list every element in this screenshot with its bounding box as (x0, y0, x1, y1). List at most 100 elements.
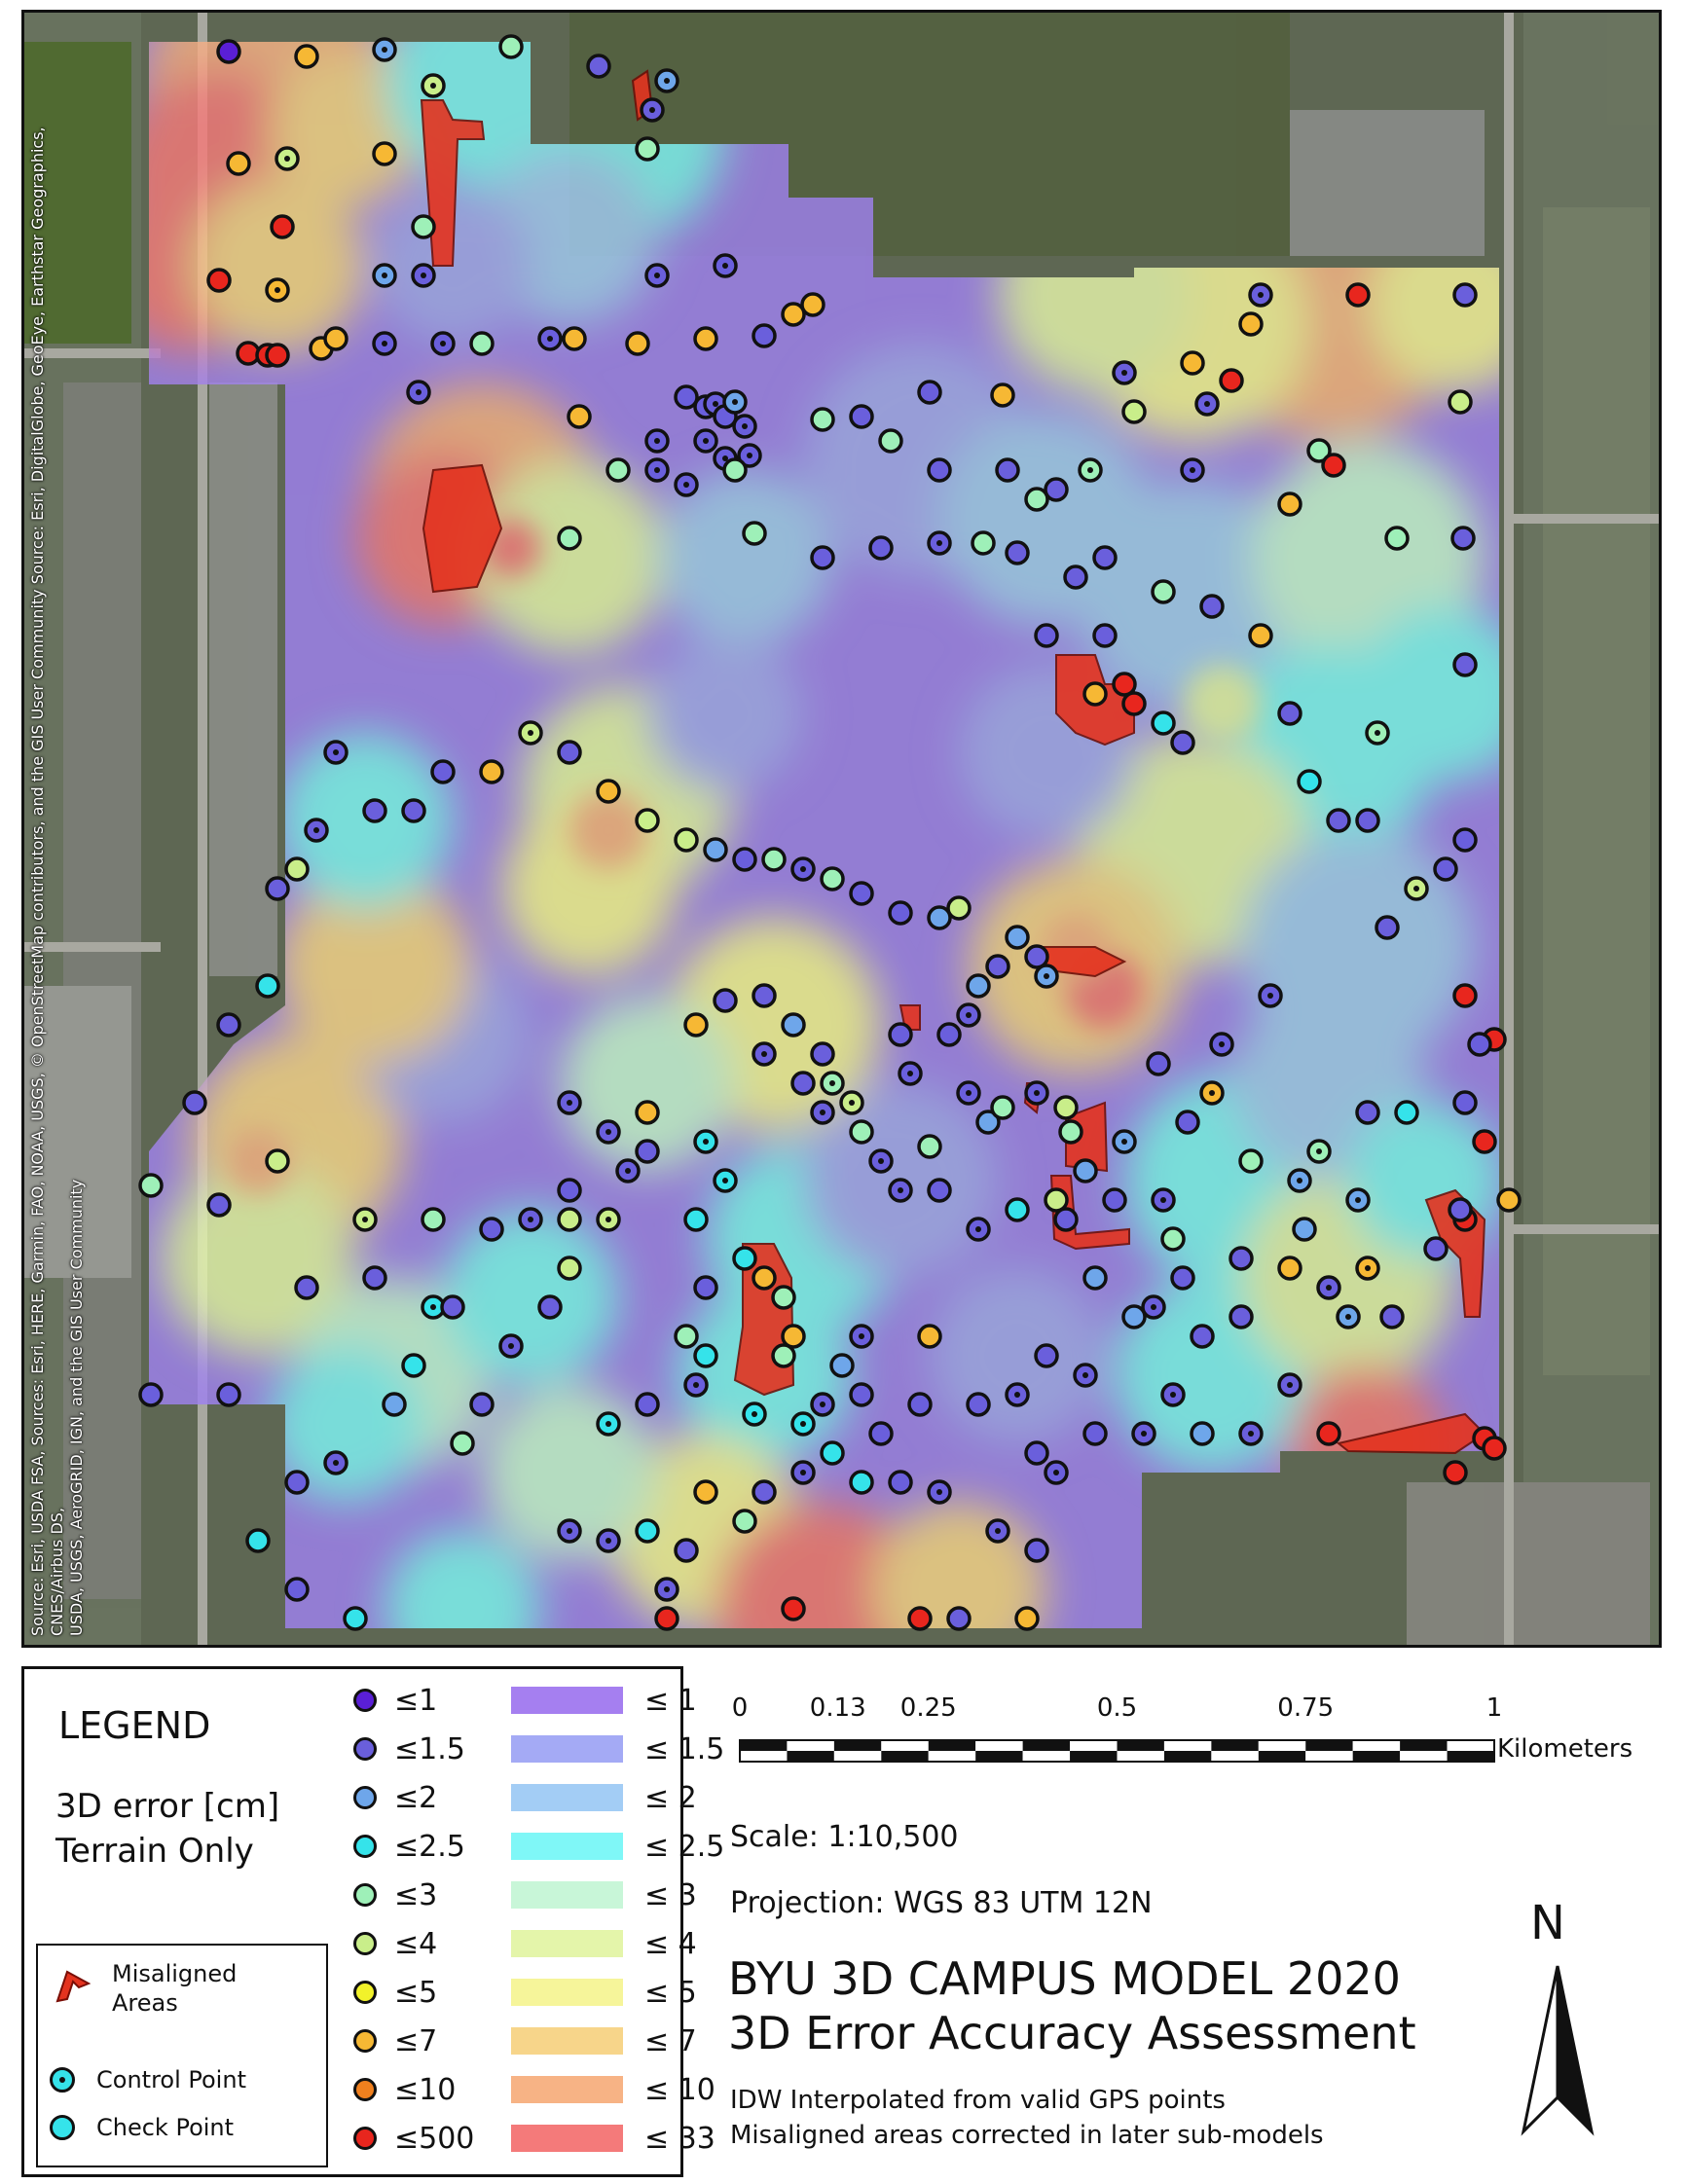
check-point (888, 1470, 913, 1495)
attribution-line: USDA, USGS, AeroGRID, IGN, and the GIS U… (67, 1179, 86, 1636)
check-point (693, 326, 718, 351)
surface-class-swatch (511, 1930, 623, 1957)
error-surface-patch (715, 1502, 930, 1628)
scale-bar-segment (1070, 1740, 1118, 1751)
check-point (781, 1596, 806, 1621)
point-class-swatch (353, 1883, 377, 1907)
check-point (1092, 545, 1118, 570)
check-point (771, 1285, 796, 1310)
point-class-swatch (353, 2078, 377, 2101)
check-point (820, 866, 845, 892)
check-point (1112, 672, 1137, 697)
control-point (654, 68, 679, 93)
scale-bar-segment (1352, 1740, 1401, 1751)
control-point (1287, 1168, 1312, 1193)
check-point (703, 837, 728, 862)
control-point (406, 380, 431, 405)
check-point (917, 380, 942, 405)
check-point (635, 136, 660, 162)
surface-class-label: ≤ 2 (644, 1780, 697, 1815)
error-surface-patch (224, 1127, 292, 1195)
check-point (810, 1041, 835, 1067)
check-point (1443, 1460, 1468, 1485)
check-point (206, 1192, 232, 1218)
misaligned-label-line: Areas (112, 1989, 178, 2017)
check-point (966, 1392, 991, 1417)
scale-bar-segment (1022, 1751, 1071, 1762)
point-class-swatch (353, 1689, 377, 1712)
check-point (1384, 526, 1410, 551)
control-point (275, 146, 300, 171)
control-point (1112, 360, 1137, 385)
scale-bar-tick-label: 0 (731, 1693, 749, 1723)
control-point (644, 457, 670, 483)
check-point (810, 407, 835, 432)
check-point (138, 1173, 164, 1198)
control-point (810, 1392, 835, 1417)
error-surface-patch (472, 460, 667, 655)
control-point (820, 1071, 845, 1096)
scale-bar-tick-label: 0.13 (809, 1693, 866, 1723)
check-point (1160, 1226, 1186, 1252)
surface-class-item: ≤ 4 (511, 1924, 697, 1963)
control-point (1199, 1080, 1225, 1106)
scale-bar-segment (787, 1751, 834, 1762)
check-point (1452, 282, 1478, 308)
check-point (917, 1324, 942, 1349)
check-point (683, 1207, 709, 1232)
check-point (732, 847, 757, 872)
control-point (537, 326, 563, 351)
legend-panel: LEGEND 3D error [cm] Terrain Only ≤1 ≤1.5… (21, 1666, 724, 2177)
check-point (1005, 540, 1030, 565)
check-point (1238, 311, 1264, 337)
scale-bar-segment (1305, 1740, 1353, 1751)
check-point (1170, 1265, 1195, 1291)
check-point (537, 1294, 563, 1320)
control-point (1024, 1080, 1049, 1106)
surface-class-label: ≤ 33 (644, 2121, 715, 2156)
surface-class-item: ≤ 1 (511, 1681, 697, 1720)
check-point (372, 141, 397, 166)
map-panel[interactable]: Source: Esri, USDA FSA, Sources: Esri, H… (21, 10, 1662, 1648)
control-point (810, 1100, 835, 1125)
control-point (1112, 1129, 1137, 1154)
control-point (411, 263, 436, 288)
check-point (255, 973, 280, 999)
surface-class-swatch (511, 1833, 623, 1860)
check-point (1297, 769, 1322, 794)
misaligned-areas (420, 69, 1486, 1455)
control-point (1404, 876, 1429, 901)
control-point (732, 414, 757, 439)
surface-class-item: ≤ 7 (511, 2021, 697, 2060)
surface-class-item: ≤ 33 (511, 2119, 715, 2158)
check-point (888, 900, 913, 926)
check-point (323, 326, 348, 351)
error-map[interactable] (24, 13, 1662, 1648)
scale-bar-segment (1400, 1740, 1448, 1751)
map-attribution: Source: Esri, USDA FSA, Sources: Esri, H… (28, 40, 87, 1636)
check-point (1063, 564, 1088, 590)
check-point-label: Check Point (96, 2114, 235, 2141)
point-class-swatch (353, 1737, 377, 1761)
check-point (1238, 1148, 1264, 1174)
check-point (1151, 579, 1176, 604)
check-point (562, 326, 587, 351)
check-point (226, 151, 251, 176)
check-point (927, 1178, 952, 1203)
surface-class-swatch (511, 1784, 623, 1811)
check-point (752, 323, 777, 348)
point-class-label: ≤4 (394, 1926, 438, 1961)
control-point (430, 331, 456, 356)
point-class-item: ≤1.5 (353, 1729, 465, 1768)
control-point (888, 1178, 913, 1203)
check-point (206, 268, 232, 293)
control-point (1131, 1421, 1156, 1446)
scale-bar-segment (1022, 1740, 1071, 1751)
control-point (927, 530, 952, 556)
control-point (644, 263, 670, 288)
control-point (596, 1119, 621, 1145)
check-point (479, 759, 504, 784)
check-point (790, 1071, 816, 1096)
check-point (1219, 368, 1244, 393)
check-point (781, 1324, 806, 1349)
